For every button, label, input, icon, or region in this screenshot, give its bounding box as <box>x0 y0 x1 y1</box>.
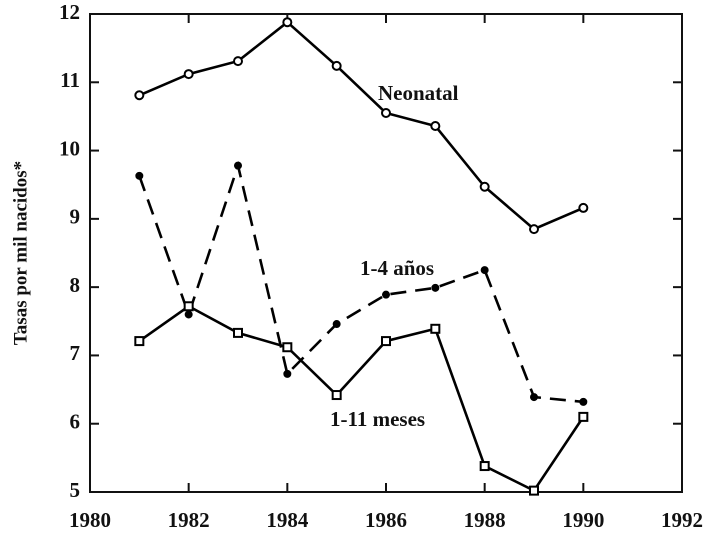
y-tick-label: 10 <box>59 136 80 160</box>
marker <box>381 336 391 347</box>
y-tick-label: 7 <box>70 341 81 365</box>
marker <box>529 224 539 235</box>
y-tick-label: 11 <box>60 68 80 92</box>
x-tick-label: 1984 <box>266 508 309 532</box>
marker <box>234 161 242 170</box>
y-tick-label: 9 <box>70 205 81 229</box>
marker <box>184 310 193 319</box>
marker <box>430 323 441 334</box>
series-line <box>138 304 585 493</box>
y-tick-label: 5 <box>70 478 81 502</box>
series-label: Neonatal <box>378 81 459 105</box>
x-tick-label: 1982 <box>168 508 210 532</box>
marker <box>233 56 243 67</box>
marker <box>135 171 144 180</box>
marker <box>282 17 293 28</box>
marker <box>579 397 588 406</box>
marker <box>480 266 489 275</box>
x-tick-label: 1988 <box>464 508 506 532</box>
marker <box>233 327 243 338</box>
series-line <box>138 160 584 404</box>
y-axis-label: Tasas por mil nacidos* <box>10 161 31 345</box>
marker <box>134 90 145 101</box>
marker <box>331 60 342 71</box>
x-tick-label: 1980 <box>69 508 111 532</box>
marker <box>578 202 589 213</box>
marker <box>183 69 194 80</box>
series-line <box>138 20 584 231</box>
x-tick-label: 1992 <box>661 508 703 532</box>
series-label: 1-11 meses <box>330 407 425 431</box>
marker <box>529 485 539 496</box>
marker <box>183 301 194 312</box>
marker <box>381 108 391 119</box>
marker <box>283 369 292 378</box>
marker <box>331 390 342 401</box>
marker <box>431 283 440 292</box>
y-tick-label: 8 <box>70 273 81 297</box>
x-tick-label: 1990 <box>562 508 604 532</box>
marker <box>479 181 490 192</box>
marker <box>332 320 341 329</box>
marker <box>430 120 441 131</box>
marker <box>134 336 145 347</box>
series-label: 1-4 años <box>360 256 434 280</box>
x-tick-label: 1986 <box>365 508 407 532</box>
y-tick-label: 6 <box>70 410 81 434</box>
marker <box>282 342 293 353</box>
marker <box>382 290 390 299</box>
marker <box>578 411 589 422</box>
marker <box>479 461 490 472</box>
marker <box>530 393 538 402</box>
y-tick-label: 12 <box>59 0 80 24</box>
